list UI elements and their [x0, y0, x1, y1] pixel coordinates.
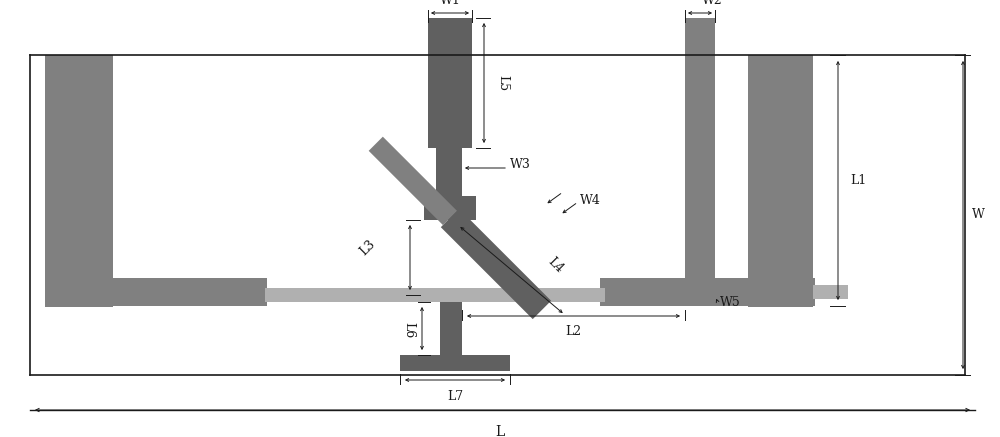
- Bar: [424, 196, 476, 220]
- Text: L1: L1: [850, 173, 866, 187]
- Bar: [600, 278, 815, 306]
- Bar: [748, 55, 813, 307]
- Bar: [45, 278, 267, 306]
- Text: L6: L6: [402, 322, 415, 338]
- Bar: [685, 18, 715, 290]
- Text: L7: L7: [447, 390, 463, 403]
- Text: W5: W5: [720, 295, 741, 309]
- Text: W: W: [972, 208, 985, 222]
- Text: W4: W4: [580, 194, 601, 207]
- Text: W3: W3: [510, 159, 531, 171]
- Text: W2: W2: [702, 0, 722, 7]
- Text: L: L: [495, 425, 505, 437]
- Polygon shape: [369, 137, 457, 225]
- Text: L5: L5: [496, 75, 509, 91]
- Text: L3: L3: [358, 238, 378, 258]
- Bar: [400, 355, 510, 371]
- Bar: [436, 148, 462, 200]
- Text: W1: W1: [440, 0, 460, 7]
- Bar: [428, 18, 472, 148]
- Bar: [265, 288, 605, 302]
- Text: L4: L4: [545, 255, 566, 275]
- Text: L2: L2: [565, 325, 581, 338]
- Bar: [813, 285, 848, 299]
- Polygon shape: [441, 209, 551, 319]
- Bar: [45, 55, 113, 307]
- Bar: [440, 302, 462, 357]
